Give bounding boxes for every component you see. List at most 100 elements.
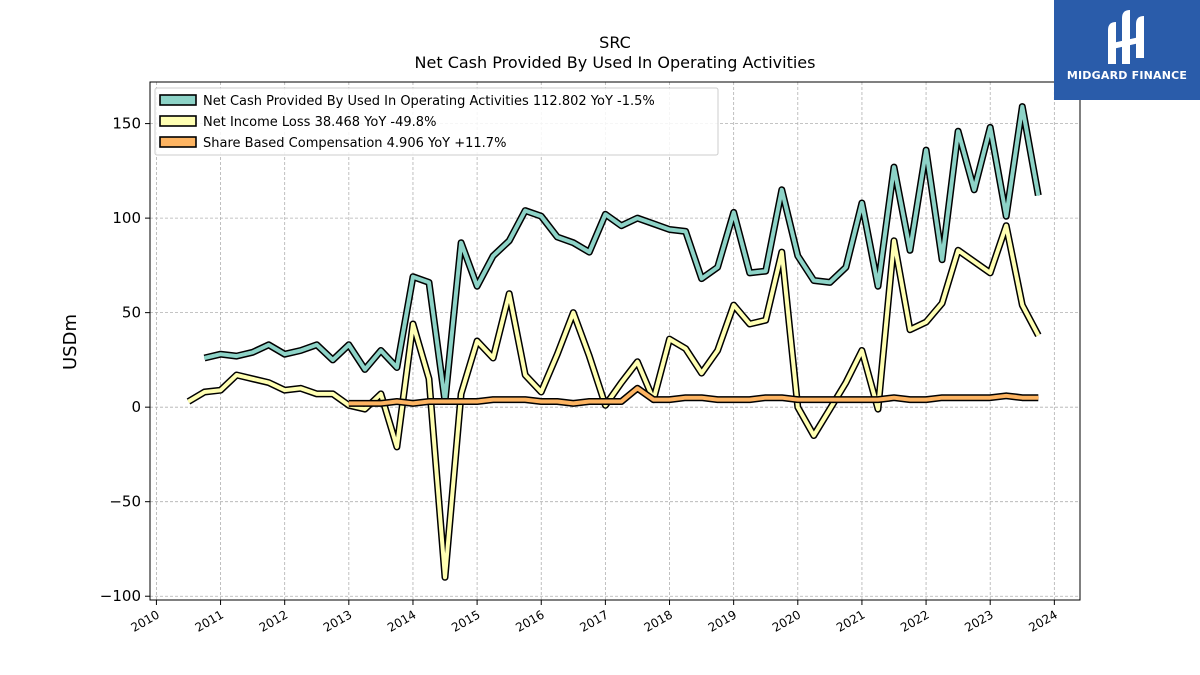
data-point bbox=[364, 402, 366, 404]
x-tick-label: 2013 bbox=[321, 607, 354, 634]
data-point bbox=[941, 259, 943, 261]
y-tick-label: 0 bbox=[131, 398, 141, 416]
data-point bbox=[909, 399, 911, 401]
data-point bbox=[733, 399, 735, 401]
data-point bbox=[829, 399, 831, 401]
y-tick-label: 150 bbox=[112, 115, 141, 133]
series-line bbox=[187, 223, 1041, 580]
data-point bbox=[668, 338, 671, 340]
data-point bbox=[332, 359, 334, 361]
data-point bbox=[508, 293, 510, 295]
data-point bbox=[524, 374, 526, 376]
data-point bbox=[733, 211, 735, 213]
data-point bbox=[203, 357, 206, 359]
y-tick-label: −100 bbox=[100, 587, 141, 605]
data-point bbox=[620, 400, 623, 403]
data-point bbox=[652, 399, 655, 401]
data-point bbox=[797, 399, 799, 401]
data-point bbox=[380, 402, 382, 404]
data-point bbox=[652, 223, 655, 225]
data-point bbox=[460, 400, 462, 403]
data-point bbox=[893, 240, 895, 242]
data-point bbox=[556, 353, 558, 355]
data-point bbox=[989, 272, 991, 274]
x-tick-label: 2019 bbox=[706, 607, 739, 634]
data-point bbox=[701, 397, 703, 399]
data-point bbox=[300, 387, 302, 389]
data-point bbox=[957, 130, 959, 132]
y-tick-label: 50 bbox=[122, 304, 141, 322]
legend: Net Cash Provided By Used In Operating A… bbox=[154, 87, 719, 156]
data-point bbox=[717, 349, 719, 352]
data-point bbox=[636, 361, 639, 363]
data-point bbox=[556, 400, 558, 403]
legend-label: Share Based Compensation 4.906 YoY +11.7… bbox=[203, 136, 506, 151]
data-point bbox=[380, 349, 382, 352]
data-point bbox=[284, 353, 286, 355]
data-point bbox=[492, 255, 494, 257]
y-axis-label: USDm bbox=[60, 314, 81, 370]
data-point bbox=[572, 242, 574, 244]
data-point bbox=[316, 344, 318, 346]
data-point bbox=[845, 382, 847, 384]
data-point bbox=[396, 400, 398, 403]
legend-label: Net Income Loss 38.468 YoY -49.8% bbox=[203, 115, 436, 130]
data-point bbox=[428, 281, 430, 283]
data-point bbox=[636, 387, 639, 389]
data-point bbox=[364, 368, 366, 370]
data-point bbox=[877, 285, 879, 287]
data-point bbox=[925, 321, 927, 323]
data-point bbox=[508, 240, 510, 242]
logo-mark-icon bbox=[1108, 10, 1144, 64]
legend-box bbox=[154, 87, 719, 156]
data-point bbox=[685, 397, 687, 399]
data-point bbox=[412, 402, 414, 404]
data-point bbox=[845, 266, 847, 268]
data-point bbox=[813, 279, 815, 282]
x-tick-label: 2022 bbox=[898, 607, 931, 634]
data-point bbox=[588, 400, 590, 403]
data-point bbox=[220, 389, 222, 391]
data-point bbox=[604, 400, 607, 403]
data-point bbox=[765, 319, 767, 321]
data-point bbox=[973, 397, 975, 399]
chart-subtitle: Net Cash Provided By Used In Operating A… bbox=[415, 53, 816, 72]
chart-title: SRC bbox=[599, 33, 631, 52]
data-point bbox=[252, 351, 254, 353]
data-point bbox=[1037, 194, 1039, 196]
legend-swatch bbox=[159, 115, 197, 127]
x-tick-label: 2020 bbox=[770, 607, 803, 634]
data-point bbox=[572, 402, 574, 404]
y-axis: 150 100 50 0 −50 −100 bbox=[100, 115, 150, 605]
data-point bbox=[396, 366, 398, 369]
brand-logo: MIDGARD FINANCE bbox=[1054, 0, 1200, 100]
data-point bbox=[717, 399, 719, 401]
data-point bbox=[203, 391, 206, 393]
data-point bbox=[1005, 215, 1007, 217]
x-tick-label: 2010 bbox=[128, 607, 161, 634]
data-point bbox=[412, 276, 414, 278]
data-point bbox=[701, 278, 703, 280]
data-point bbox=[781, 251, 783, 253]
data-point bbox=[268, 382, 270, 384]
data-point bbox=[236, 355, 238, 357]
series-layer bbox=[186, 103, 1042, 581]
data-point bbox=[460, 242, 462, 244]
data-point bbox=[1037, 334, 1039, 336]
data-point bbox=[957, 397, 959, 399]
data-point bbox=[957, 249, 959, 251]
data-point bbox=[989, 397, 991, 399]
y-tick-label: −50 bbox=[109, 493, 141, 511]
data-point bbox=[797, 406, 799, 408]
data-point bbox=[925, 399, 927, 401]
data-point bbox=[685, 348, 687, 350]
data-point bbox=[973, 189, 975, 191]
legend-swatch bbox=[159, 94, 197, 106]
data-point bbox=[845, 399, 847, 401]
data-point bbox=[316, 393, 318, 395]
data-point bbox=[1005, 395, 1007, 397]
data-point bbox=[925, 149, 927, 151]
data-point bbox=[829, 408, 831, 410]
data-point bbox=[268, 344, 270, 346]
